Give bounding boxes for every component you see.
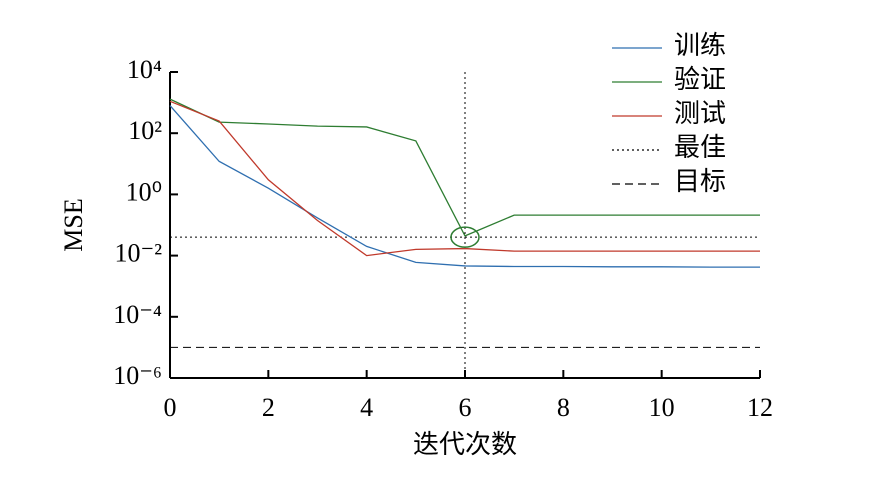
y-axis-label: MSE xyxy=(59,198,88,251)
x-tick-label: 6 xyxy=(459,393,472,422)
y-tick-label: 10⁰ xyxy=(126,177,162,206)
x-tick-label: 8 xyxy=(557,393,570,422)
y-tick-label: 10⁻² xyxy=(114,239,162,268)
legend-label: 最佳 xyxy=(674,133,726,162)
series-line xyxy=(169,98,760,237)
x-tick-label: 4 xyxy=(360,393,373,422)
series-line xyxy=(169,105,760,268)
legend-label: 目标 xyxy=(674,167,726,196)
y-tick-label: 10⁻⁴ xyxy=(113,300,162,329)
legend-label: 训练 xyxy=(674,31,726,60)
x-tick-label: 10 xyxy=(649,393,675,422)
series-line xyxy=(169,100,760,257)
legend-label: 验证 xyxy=(674,65,726,94)
x-axis-label: 迭代次数 xyxy=(413,430,517,459)
y-tick-label: 10⁻⁶ xyxy=(113,361,162,390)
y-tick-label: 10² xyxy=(128,116,162,145)
x-tick-label: 2 xyxy=(262,393,275,422)
legend-label: 测试 xyxy=(674,99,726,128)
x-tick-label: 12 xyxy=(747,393,773,422)
y-tick-label: 10⁴ xyxy=(127,55,162,84)
x-tick-label: 0 xyxy=(164,393,177,422)
best-marker xyxy=(450,226,480,248)
